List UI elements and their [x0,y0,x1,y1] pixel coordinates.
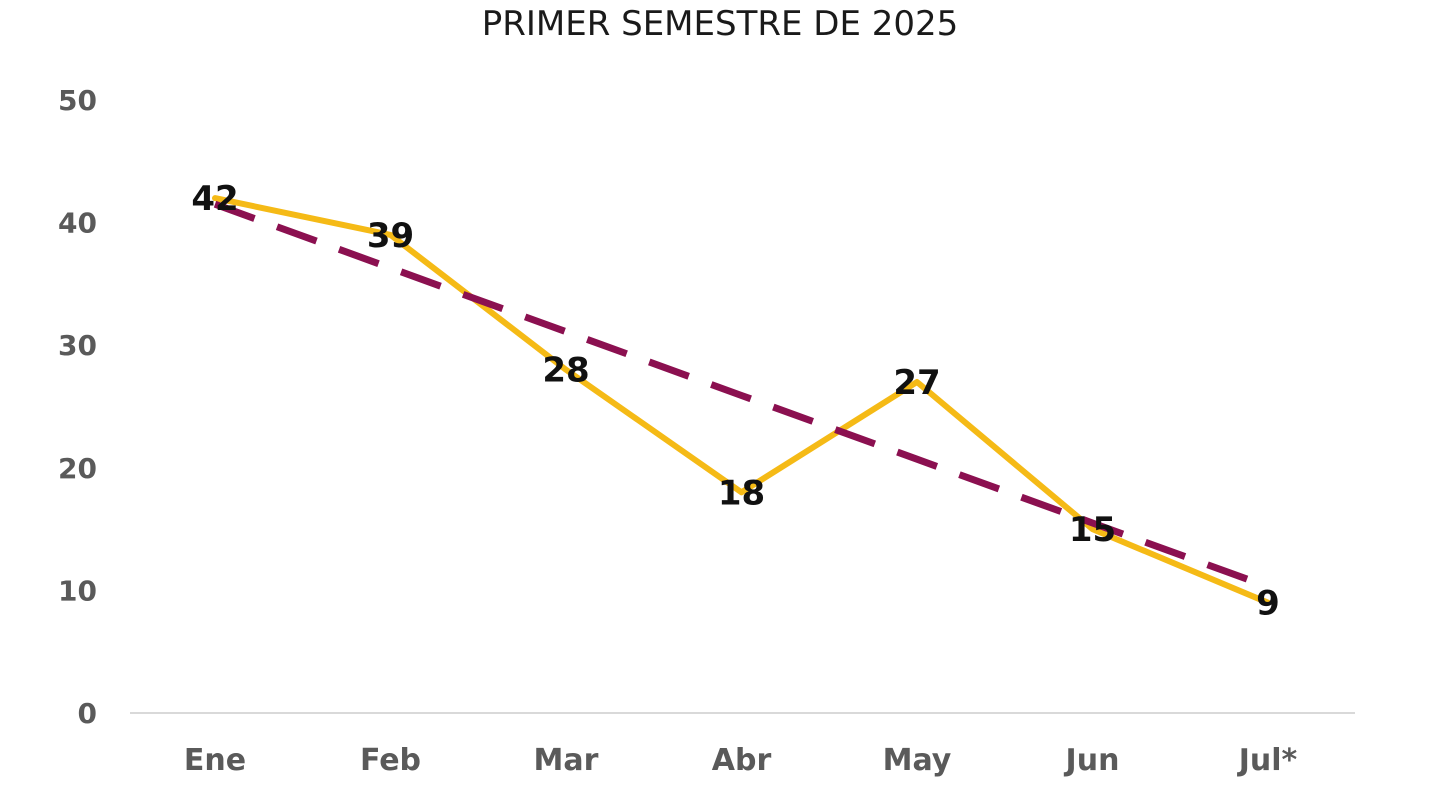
x-tick-label: Feb [360,743,421,778]
series-line [212,195,1271,606]
x-tick-label: Ene [184,743,246,778]
x-tick-label: Abr [712,743,772,778]
x-tick-label: May [883,743,952,778]
y-tick-label: 50 [58,84,97,117]
y-tick-label: 20 [58,452,97,485]
data-label: 28 [542,351,589,391]
trend-line [213,200,1270,590]
y-tick-label: 40 [58,207,97,240]
data-label: 27 [893,363,940,403]
data-label: 42 [191,179,238,219]
chart-subtitle: PRIMER SEMESTRE DE 2025 [481,4,959,44]
y-tick-label: 30 [58,329,97,362]
x-tick-label: Mar [534,743,599,778]
data-label: 15 [1069,510,1116,550]
data-label: 39 [367,216,414,256]
y-tick-label: 10 [58,574,97,607]
y-tick-label: 0 [78,697,97,730]
data-label: 18 [718,473,765,513]
data-label: 9 [1256,584,1280,624]
x-tick-label: Jun [1064,743,1120,778]
x-tick-label: Jul* [1237,743,1298,778]
